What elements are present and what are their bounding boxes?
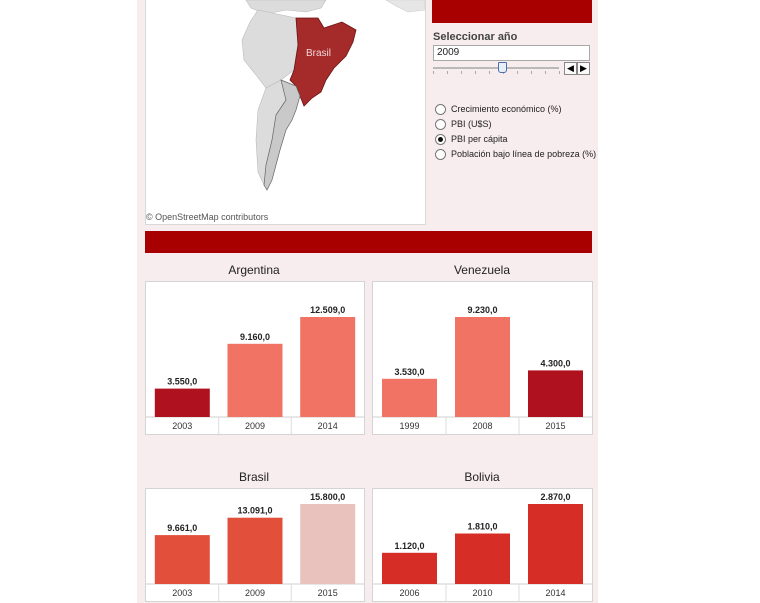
south-america-map: Brasil: [146, 0, 425, 224]
controls-header-bar: [432, 0, 592, 23]
data-label: 15.800,0: [310, 492, 345, 502]
data-label: 2.870,0: [540, 492, 570, 502]
indicator-label: PBI per cápita: [451, 134, 508, 144]
category-label: 2015: [545, 421, 565, 431]
indicator-option-growth[interactable]: Crecimiento económico (%): [435, 102, 562, 116]
indicator-option-gdp-per-capita[interactable]: PBI per cápita: [435, 132, 508, 146]
radio-button-selected[interactable]: [435, 133, 446, 145]
data-label: 9.160,0: [240, 332, 270, 342]
radio-button[interactable]: [435, 103, 446, 115]
bar-2003[interactable]: [154, 535, 210, 584]
category-label: 2009: [245, 588, 265, 598]
prev-year-button[interactable]: ◀: [564, 62, 577, 75]
bar-2008[interactable]: [455, 317, 510, 417]
bar-2015[interactable]: [528, 370, 583, 417]
brasil-map-label: Brasil: [306, 48, 331, 59]
slider-tick: [559, 71, 560, 74]
data-label: 9.661,0: [167, 523, 197, 533]
indicator-option-poverty[interactable]: Población bajo línea de pobreza (%): [435, 147, 596, 161]
data-label: 4.300,0: [540, 358, 570, 368]
chart-title-bolivia: Bolivia: [464, 470, 500, 484]
data-label: 3.550,0: [167, 377, 197, 387]
category-label: 2014: [545, 588, 565, 598]
slider-tick: [461, 71, 462, 74]
data-label: 12.509,0: [310, 305, 345, 315]
chart-title-argentina: Argentina: [228, 263, 280, 277]
slider-tick: [545, 71, 546, 74]
year-slider-track[interactable]: [433, 67, 559, 69]
map-attribution: © OpenStreetMap contributors: [146, 212, 269, 222]
bar-2006[interactable]: [382, 552, 437, 584]
map-view[interactable]: Brasil © OpenStreetMap contributors: [145, 0, 426, 225]
bar-1999[interactable]: [382, 378, 437, 417]
bar-2009[interactable]: [227, 517, 283, 584]
chart-title-venezuela: Venezuela: [453, 263, 511, 277]
indicator-label: Crecimiento económico (%): [451, 104, 562, 114]
slider-tick: [489, 71, 490, 74]
chart-brasil: 9.661,0 2003 13.091,0 2009 15.800,0 2015: [145, 488, 365, 602]
radio-button[interactable]: [435, 118, 446, 130]
indicator-label: PBI (U$S): [451, 119, 492, 129]
chart-venezuela: 3.530,0 1999 9.230,0 2008 4.300,0 2015: [372, 281, 593, 435]
category-label: 2014: [318, 421, 338, 431]
bar-2014[interactable]: [528, 504, 583, 584]
bar-2014[interactable]: [300, 317, 356, 417]
data-label: 1.120,0: [394, 541, 424, 551]
category-label: 2008: [472, 421, 492, 431]
year-slider-thumb[interactable]: [498, 62, 507, 73]
slider-tick: [531, 71, 532, 74]
chart-title-brasil: Brasil: [238, 470, 269, 484]
bar-2003[interactable]: [154, 388, 210, 417]
radio-button[interactable]: [435, 148, 446, 160]
brasil-shape: [289, 17, 357, 107]
next-year-button[interactable]: ▶: [577, 62, 590, 75]
category-label: 2015: [318, 588, 338, 598]
category-label: 2003: [172, 421, 192, 431]
category-label: 1999: [399, 421, 419, 431]
category-label: 2003: [172, 588, 192, 598]
data-label: 1.810,0: [467, 522, 497, 532]
year-selector-title: Seleccionar año: [433, 31, 518, 43]
category-label: 2009: [245, 421, 265, 431]
data-label: 3.530,0: [394, 367, 424, 377]
charts-header-bar: [145, 231, 592, 253]
slider-tick: [433, 71, 434, 74]
chart-bolivia: 1.120,0 2006 1.810,0 2010 2.870,0 2014: [372, 488, 593, 602]
chart-argentina: 3.550,0 2003 9.160,0 2009 12.509,0 2014: [145, 281, 365, 435]
data-label: 9.230,0: [467, 305, 497, 315]
indicator-label: Población bajo línea de pobreza (%): [451, 149, 597, 159]
category-label: 2006: [399, 588, 419, 598]
slider-tick: [475, 71, 476, 74]
data-label: 13.091,0: [237, 506, 272, 516]
bar-2015[interactable]: [300, 504, 356, 584]
year-field[interactable]: 2009: [433, 45, 590, 61]
bar-2009[interactable]: [227, 343, 283, 417]
category-label: 2010: [472, 588, 492, 598]
indicator-option-gdp[interactable]: PBI (U$S): [435, 117, 492, 131]
slider-tick: [447, 71, 448, 74]
bar-2010[interactable]: [455, 533, 510, 585]
slider-tick: [517, 71, 518, 74]
